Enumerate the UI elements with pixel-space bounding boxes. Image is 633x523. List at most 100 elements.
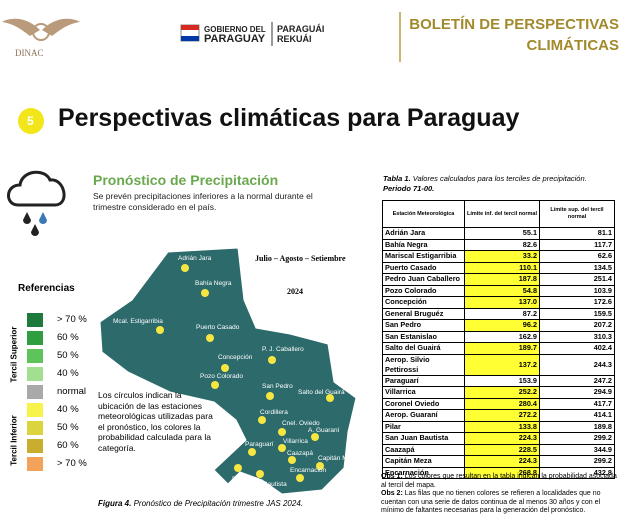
legend-label: 40 % — [57, 404, 79, 415]
table-cell: 82.6 — [464, 238, 540, 251]
note: Obs 1: Los colores que resultan en la ta… — [381, 473, 621, 490]
table-cell: Mariscal Estigarribia — [382, 250, 465, 263]
table-cell: 402.4 — [539, 342, 615, 355]
terciles-table: Estación Meteorológica Límite inf. del te… — [382, 200, 615, 479]
cloud-icon — [7, 170, 66, 236]
figure-caption: Figura 4. Pronóstico de Precipitación tr… — [98, 499, 303, 508]
station-label: Villarrica — [283, 438, 308, 445]
table-cell: 224.3 — [464, 432, 540, 445]
bulletin-title: BOLETÍN DE PERSPECTIVAS CLIMÁTICAS — [409, 16, 619, 54]
table-cell: 417.7 — [539, 397, 615, 410]
station-label: Puerto Casado — [196, 324, 240, 331]
table-cell: 103.9 — [539, 284, 615, 297]
section-number: 5 — [27, 114, 34, 128]
table-cell: 117.7 — [539, 238, 615, 251]
station-dot — [201, 289, 209, 297]
table-row: Pilar 133.8 189.8 — [382, 420, 615, 433]
table-cell: 172.6 — [539, 296, 615, 309]
header-cell: Límite inf. del tercil normal — [464, 200, 540, 228]
header-cell: Estación Meteorológica — [382, 200, 465, 228]
caption-text: Valores calculados para los terciles de … — [412, 174, 587, 183]
table-cell: 251.4 — [539, 273, 615, 286]
table-cell: 137.2 — [464, 353, 540, 376]
table-cell: 432.8 — [539, 466, 615, 479]
legend-title: Referencias — [18, 283, 75, 294]
table-row: Capitán Meza 224.3 299.2 — [382, 455, 615, 468]
station-label: S.J.Bautista — [252, 481, 287, 488]
station-label: San Pedro — [262, 383, 293, 390]
station-dot — [288, 456, 296, 464]
table-cell: Salto del Guairá — [382, 342, 465, 355]
station-label: P. J. Caballero — [262, 346, 304, 353]
table-cell: 294.9 — [539, 386, 615, 399]
station-dot — [221, 364, 229, 372]
table-row: Coronel Oviedo 280.4 417.7 — [382, 397, 615, 410]
station-dot — [326, 394, 334, 402]
logo-text: DINAC — [15, 48, 44, 58]
table-cell: 268.8 — [464, 466, 540, 479]
table-cell: 137.0 — [464, 296, 540, 309]
caption-period: Periodo 71-00. — [383, 184, 435, 193]
table-cell: Aerop. Guaraní — [382, 409, 465, 422]
station-label: Cnel. Oviedo — [282, 420, 320, 427]
forecast-heading: Pronóstico de Precipitación — [93, 172, 279, 188]
gov-line: GOBIERNO DEL — [204, 25, 266, 34]
table-row: Salto del Guairá 189.7 402.4 — [382, 342, 615, 355]
table-row: Bahía Negra 82.6 117.7 — [382, 238, 615, 251]
table-cell: 87.2 — [464, 307, 540, 320]
note-label: Obs 1: — [381, 473, 403, 480]
station-label: Encarnación — [290, 467, 327, 474]
table-cell: 272.2 — [464, 409, 540, 422]
table-row: Pozo Colorado 54.8 103.9 — [382, 284, 615, 297]
table-row: San Pedro 96.2 207.2 — [382, 319, 615, 332]
station-label: Caazapá — [287, 450, 314, 457]
station-label: A. Guaraní — [308, 427, 340, 434]
table-cell: 162.9 — [464, 330, 540, 343]
legend-label: > 70 % — [57, 314, 87, 325]
table-cell: Bahía Negra — [382, 238, 465, 251]
legend-lower: Tercil Inferior — [9, 415, 19, 466]
header-cell: Límite sup. del tercil normal — [539, 200, 615, 228]
table-row: Aerop. Silvio Pettirossi 137.2 244.3 — [382, 353, 615, 376]
table-cell: 54.8 — [464, 284, 540, 297]
station-dot — [296, 474, 304, 482]
table-caption: Tabla 1. Valores calculados para los ter… — [383, 174, 623, 194]
station-label: Pilar — [232, 476, 246, 483]
station-dot — [256, 470, 264, 478]
table-cell: 299.2 — [539, 432, 615, 445]
table-cell: Coronel Oviedo — [382, 397, 465, 410]
table-cell: 224.3 — [464, 455, 540, 468]
legend-swatch — [27, 331, 43, 345]
table-cell: 187.8 — [464, 273, 540, 286]
legend-swatch — [27, 367, 43, 381]
station-label: Bahía Negra — [195, 280, 232, 287]
flag-blue — [181, 36, 199, 41]
table-cell: 33.2 — [464, 250, 540, 263]
table-cell: 247.2 — [539, 374, 615, 387]
table-cell: 244.3 — [539, 353, 615, 376]
table-cell: Encarnación — [382, 466, 465, 479]
station-dot — [181, 264, 189, 272]
flag-red — [181, 25, 199, 30]
legend-swatch — [27, 439, 43, 453]
legend-label: > 70 % — [57, 458, 87, 469]
station-label: Paraguarí — [245, 441, 274, 448]
table-row: Pedro Juan Caballero 187.8 251.4 — [382, 273, 615, 286]
legend-swatch — [27, 385, 43, 399]
period: Julio – Agosto – Setiembre — [255, 254, 346, 263]
table-cell: 228.5 — [464, 443, 540, 456]
paraguay-map — [99, 247, 357, 495]
table-cell: 344.9 — [539, 443, 615, 456]
station-dots — [156, 264, 334, 482]
table-row: Villarrica 252.2 294.9 — [382, 386, 615, 399]
table-cell: 252.2 — [464, 386, 540, 399]
station-dot — [234, 464, 242, 472]
legend-label: normal — [57, 386, 87, 397]
table-cell: San Juan Bautista — [382, 432, 465, 445]
table-cell: 189.7 — [464, 342, 540, 355]
section-badge — [18, 108, 44, 134]
section-title: Perspectivas climáticas para Paraguay — [58, 104, 520, 132]
table-cell: 299.2 — [539, 455, 615, 468]
dinac-logo — [2, 18, 80, 41]
